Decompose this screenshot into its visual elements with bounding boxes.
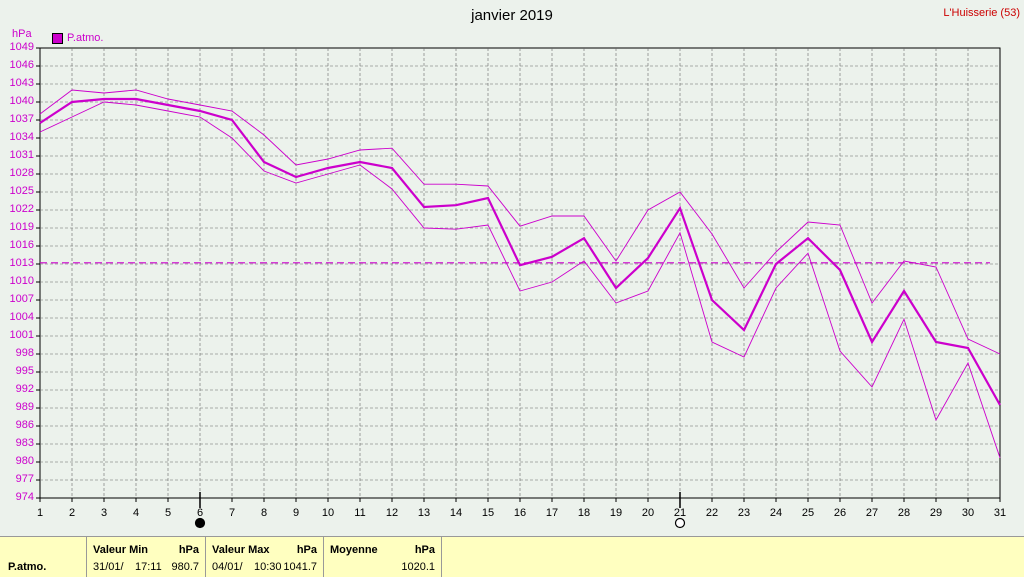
stats-max-cell: Valeur Max hPa 04/01/ 10:30 1041.7 — [205, 537, 324, 577]
y-tick-label: 1016 — [9, 239, 34, 251]
chart-title: janvier 2019 — [471, 7, 553, 24]
y-tick-label: 992 — [15, 383, 34, 395]
y-tick-label: 1049 — [9, 41, 34, 53]
x-tick-label: 8 — [260, 507, 268, 519]
x-tick-label: 3 — [100, 507, 108, 519]
y-tick-label: 1025 — [9, 185, 34, 197]
x-tick-label: 21 — [673, 507, 687, 519]
y-tick-label: 1043 — [9, 77, 34, 89]
x-tick-label: 15 — [481, 507, 495, 519]
x-tick-label: 31 — [993, 507, 1007, 519]
y-tick-label: 1037 — [9, 113, 34, 125]
min-date: 31/01/ — [93, 561, 124, 573]
stats-row-label: P.atmo. — [8, 561, 47, 573]
y-tick-label: 1031 — [9, 149, 34, 161]
chart-grid — [36, 47, 1001, 502]
y-tick-label: 1010 — [9, 275, 34, 287]
y-tick-label: 998 — [15, 347, 34, 359]
max-time: 10:30 — [254, 561, 282, 573]
y-tick-label: 1007 — [9, 293, 34, 305]
x-tick-label: 30 — [961, 507, 975, 519]
max-header: Valeur Max — [212, 544, 270, 556]
x-tick-label: 13 — [417, 507, 431, 519]
avg-unit: hPa — [414, 544, 435, 556]
x-tick-label: 17 — [545, 507, 559, 519]
series-line-mean — [39, 97, 1001, 406]
x-tick-label: 26 — [833, 507, 847, 519]
x-tick-label: 19 — [609, 507, 623, 519]
stats-min-cell: Valeur Min hPa 31/01/ 17:11 980.7 — [86, 537, 206, 577]
x-tick-label: 28 — [897, 507, 911, 519]
avg-value: 1020.1 — [401, 561, 435, 573]
x-tick-label: 25 — [801, 507, 815, 519]
x-tick-label: 12 — [385, 507, 399, 519]
y-tick-label: 1046 — [9, 59, 34, 71]
series-line-min — [39, 101, 1001, 458]
pressure-chart — [36, 47, 1001, 529]
y-tick-label: 1004 — [9, 311, 34, 323]
legend: P.atmo. — [52, 32, 104, 44]
y-tick-label: 1040 — [9, 95, 34, 107]
station-name: L'Huisserie (53) — [943, 7, 1020, 19]
x-tick-label: 24 — [769, 507, 783, 519]
legend-swatch — [52, 32, 63, 44]
chart-series — [39, 89, 1001, 458]
stats-panel: P.atmo. Valeur Min hPa 31/01/ 17:11 980.… — [0, 536, 1024, 577]
y-tick-label: 977 — [15, 473, 34, 485]
moon-marker-filled-circle — [194, 517, 206, 529]
x-tick-label: 18 — [577, 507, 591, 519]
moon-marker-open-circle — [674, 517, 686, 529]
min-unit: hPa — [178, 544, 199, 556]
x-tick-label: 16 — [513, 507, 527, 519]
x-tick-label: 27 — [865, 507, 879, 519]
y-axis-unit: hPa — [12, 28, 32, 40]
x-tick-label: 23 — [737, 507, 751, 519]
x-tick-label: 29 — [929, 507, 943, 519]
y-tick-label: 995 — [15, 365, 34, 377]
min-time: 17:11 — [135, 561, 162, 573]
y-tick-label: 1001 — [9, 329, 34, 341]
x-tick-label: 11 — [354, 507, 366, 519]
x-tick-label: 14 — [449, 507, 463, 519]
x-tick-label: 10 — [321, 507, 335, 519]
min-value: 980.7 — [171, 561, 199, 573]
max-value: 1041.7 — [283, 561, 317, 573]
y-tick-label: 1022 — [9, 203, 34, 215]
y-tick-label: 983 — [15, 437, 34, 449]
stats-label-cell: P.atmo. — [0, 537, 87, 577]
y-tick-label: 989 — [15, 401, 34, 413]
x-tick-label: 22 — [705, 507, 719, 519]
x-tick-label: 9 — [292, 507, 300, 519]
avg-header: Moyenne — [330, 544, 378, 556]
x-tick-label: 5 — [164, 507, 172, 519]
y-tick-label: 980 — [15, 455, 34, 467]
chart-markers — [194, 492, 686, 529]
y-tick-label: 1019 — [9, 221, 34, 233]
x-tick-label: 6 — [196, 507, 204, 519]
min-header: Valeur Min — [93, 544, 149, 556]
legend-label: P.atmo. — [67, 32, 104, 44]
x-tick-label: 1 — [36, 507, 44, 519]
y-tick-label: 1013 — [9, 257, 34, 269]
y-tick-label: 986 — [15, 419, 34, 431]
x-tick-label: 7 — [228, 507, 236, 519]
x-tick-label: 4 — [132, 507, 140, 519]
stats-avg-cell: Moyenne hPa 1020.1 — [323, 537, 442, 577]
x-tick-label: 20 — [641, 507, 655, 519]
y-tick-label: 1028 — [9, 167, 34, 179]
y-tick-label: 974 — [15, 491, 34, 503]
max-unit: hPa — [296, 544, 317, 556]
x-tick-label: 2 — [68, 507, 76, 519]
y-tick-label: 1034 — [9, 131, 34, 143]
series-line-max — [39, 89, 1001, 355]
max-date: 04/01/ — [212, 561, 243, 573]
